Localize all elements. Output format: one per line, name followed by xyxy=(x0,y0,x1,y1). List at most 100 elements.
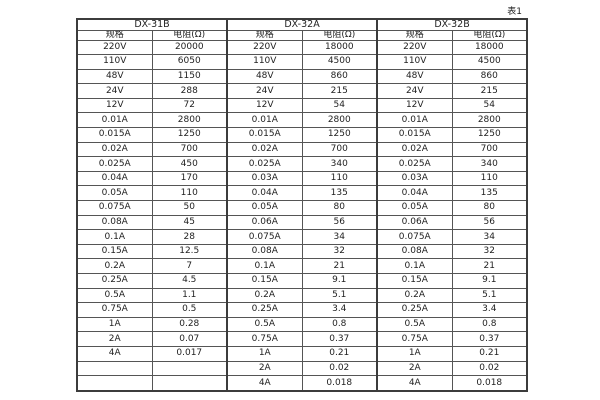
resistance-cell: 110 xyxy=(151,185,229,202)
resistance-cell: 34 xyxy=(451,229,528,245)
resistance-cell: 1.1 xyxy=(151,287,229,304)
table-row: 0.015A 1250 0.015A 1250 0.015A 1250 xyxy=(76,127,528,143)
resistance-cell: 0.07 xyxy=(151,331,229,347)
resistance-cell: 700 xyxy=(451,141,528,158)
table-row: 0.25A 4.5 0.15A 9.1 0.15A 9.1 xyxy=(76,273,528,289)
resistance-cell: 18000 xyxy=(301,39,379,56)
spec-cell: 0.025A xyxy=(376,156,453,172)
group-header-DX-31B: DX-31B xyxy=(76,18,229,31)
group-header-DX-32A: DX-32A xyxy=(226,18,379,31)
resistance-cell: 288 xyxy=(151,83,229,99)
table-row: 4A 0.017 1A 0.21 1A 0.21 xyxy=(76,345,528,362)
spec-cell: 1A xyxy=(76,316,153,333)
column-header-row: 规格 电阻(Ω) 规格 电阻(Ω) 规格 电阻(Ω) xyxy=(76,29,528,41)
table-row: 0.15A 12.5 0.08A 32 0.08A 32 xyxy=(76,243,528,260)
table-row: 0.75A 0.5 0.25A 3.4 0.25A 3.4 xyxy=(76,302,528,318)
spec-cell: 0.75A xyxy=(376,331,453,347)
spec-cell: 110V xyxy=(76,54,153,70)
resistance-cell: 215 xyxy=(451,83,528,99)
table-row: 0.1A 28 0.075A 34 0.075A 34 xyxy=(76,229,528,245)
resistance-cell: 4500 xyxy=(451,54,528,70)
spec-cell: 0.06A xyxy=(226,214,303,231)
spec-cell: 0.05A xyxy=(226,200,303,216)
spec-cell: 0.25A xyxy=(226,302,303,318)
resistance-cell: 170 xyxy=(151,170,229,187)
spec-cell: 0.01A xyxy=(76,112,153,129)
spec-cell: 0.04A xyxy=(376,185,453,202)
spec-cell: 0.06A xyxy=(376,214,453,231)
table-row: 2A 0.02 2A 0.02 xyxy=(76,360,528,377)
spec-cell: 0.25A xyxy=(376,302,453,318)
resistance-cell: 56 xyxy=(301,214,379,231)
spec-cell: 0.25A xyxy=(76,273,153,289)
resistance-cell: 5.1 xyxy=(301,287,379,304)
table-caption: 表1 xyxy=(507,7,522,17)
resistance-cell: 9.1 xyxy=(451,273,528,289)
spec-cell xyxy=(76,375,153,392)
resistance-cell: 9.1 xyxy=(301,273,379,289)
resistance-cell: 6050 xyxy=(151,54,229,70)
spec-header: 规格 xyxy=(226,29,303,41)
spec-cell: 0.03A xyxy=(226,170,303,187)
resistance-cell: 700 xyxy=(151,141,229,158)
table-row: 0.05A 110 0.04A 135 0.04A 135 xyxy=(76,185,528,202)
spec-cell: 24V xyxy=(76,83,153,99)
resistance-cell: 860 xyxy=(301,68,379,85)
resistance-cell: 56 xyxy=(451,214,528,231)
resistance-cell: 0.018 xyxy=(301,375,379,392)
spec-cell: 0.025A xyxy=(226,156,303,172)
resistance-cell: 860 xyxy=(451,68,528,85)
resistance-cell: 1150 xyxy=(151,68,229,85)
table-row: 0.08A 45 0.06A 56 0.06A 56 xyxy=(76,214,528,231)
spec-cell: 0.1A xyxy=(226,258,303,274)
resistance-cell: 5.1 xyxy=(451,287,528,304)
spec-cell: 220V xyxy=(226,39,303,56)
resistance-cell: 110 xyxy=(451,170,528,187)
table-row: 0.04A 170 0.03A 110 0.03A 110 xyxy=(76,170,528,187)
resistance-cell: 0.28 xyxy=(151,316,229,333)
resistance-cell: 21 xyxy=(301,258,379,274)
spec-cell: 0.75A xyxy=(76,302,153,318)
spec-cell: 0.1A xyxy=(76,229,153,245)
table-row: 12V 72 12V 54 12V 54 xyxy=(76,97,528,114)
spec-cell: 0.2A xyxy=(226,287,303,304)
resistance-cell: 700 xyxy=(301,141,379,158)
table-row: 0.5A 1.1 0.2A 5.1 0.2A 5.1 xyxy=(76,287,528,304)
spec-cell: 2A xyxy=(76,331,153,347)
table-row: 24V 288 24V 215 24V 215 xyxy=(76,83,528,99)
table-row: 0.075A 50 0.05A 80 0.05A 80 xyxy=(76,200,528,216)
resistance-cell: 2800 xyxy=(451,112,528,129)
resistance-cell: 7 xyxy=(151,258,229,274)
resistance-cell: 135 xyxy=(451,185,528,202)
spec-cell: 0.025A xyxy=(76,156,153,172)
spec-cell: 4A xyxy=(76,345,153,362)
spec-cell: 0.05A xyxy=(76,185,153,202)
spec-cell: 0.01A xyxy=(226,112,303,129)
resistance-cell: 0.8 xyxy=(451,316,528,333)
spec-header: 规格 xyxy=(376,29,453,41)
resistance-cell: 0.017 xyxy=(151,345,229,362)
resistance-cell: 21 xyxy=(451,258,528,274)
resistance-cell: 50 xyxy=(151,200,229,216)
spec-cell: 0.03A xyxy=(376,170,453,187)
spec-cell: 1A xyxy=(226,345,303,362)
resistance-cell: 0.37 xyxy=(301,331,379,347)
resistance-cell: 0.02 xyxy=(301,360,379,377)
spec-cell: 0.015A xyxy=(76,127,153,143)
spec-cell: 0.5A xyxy=(76,287,153,304)
resistance-cell: 54 xyxy=(301,97,379,114)
resistance-cell: 0.37 xyxy=(451,331,528,347)
spec-cell: 220V xyxy=(76,39,153,56)
resistance-cell: 20000 xyxy=(151,39,229,56)
table-row: 110V 6050 110V 4500 110V 4500 xyxy=(76,54,528,70)
resistance-cell: 340 xyxy=(301,156,379,172)
spec-cell: 4A xyxy=(226,375,303,392)
table-row: 1A 0.28 0.5A 0.8 0.5A 0.8 xyxy=(76,316,528,333)
resistance-table: DX-31B DX-32A DX-32B 规格 电阻(Ω) 规格 电阻(Ω) 规格 电阻(Ω) … xyxy=(76,18,529,392)
table-row: 2A 0.07 0.75A 0.37 0.75A 0.37 xyxy=(76,331,528,347)
spec-cell: 0.02A xyxy=(376,141,453,158)
table-head: DX-31B DX-32A DX-32B 规格 电阻(Ω) 规格 电阻(Ω) 规格 电阻(Ω) xyxy=(76,18,528,41)
spec-cell: 0.5A xyxy=(376,316,453,333)
spec-cell xyxy=(76,360,153,377)
table-row: 0.2A 7 0.1A 21 0.1A 21 xyxy=(76,258,528,274)
